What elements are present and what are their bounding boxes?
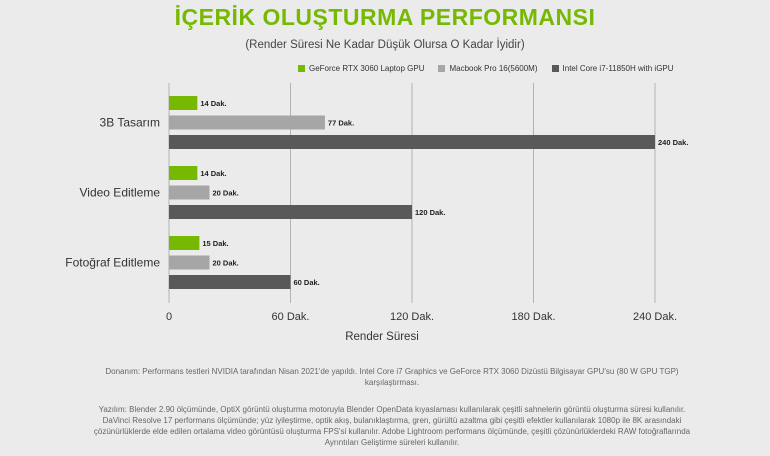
data-label: 15 Dak. — [202, 239, 228, 248]
page-subtitle: (Render Süresi Ne Kadar Düşük Olursa O K… — [245, 39, 525, 51]
bar — [169, 205, 412, 219]
data-label: 77 Dak. — [328, 119, 354, 128]
legend-item-intel: Intel Core i7-11850H with iGPU — [551, 64, 674, 73]
x-tick-label: 60 Dak. — [272, 311, 310, 323]
data-label: 14 Dak. — [200, 169, 226, 178]
x-tick-label: 180 Dak. — [511, 311, 555, 323]
bar — [169, 96, 198, 110]
legend-swatch-green — [298, 65, 305, 72]
bar — [169, 166, 198, 180]
x-tick-label: 0 — [166, 311, 172, 323]
software-note: Yazılım: Blender 2.90 ölçümünde, OptiX g… — [93, 405, 691, 447]
x-tick-label: 120 Dak. — [390, 311, 434, 323]
data-label: 240 Dak. — [658, 138, 688, 147]
data-label: 20 Dak. — [213, 259, 239, 268]
legend-swatch-dark-gray — [551, 65, 559, 72]
data-label: 60 Dak. — [294, 278, 320, 287]
data-label: 120 Dak. — [415, 208, 445, 217]
data-label: 20 Dak. — [213, 189, 239, 198]
legend-item-macbook: Macbook Pro 16(5600M) — [438, 64, 538, 73]
x-tick-label: 240 Dak. — [633, 311, 677, 323]
bar — [169, 135, 655, 149]
legend-swatch-light-gray — [438, 65, 446, 72]
bar — [169, 115, 325, 130]
category-label: 3B Tasarım — [100, 116, 160, 130]
data-label: 14 Dak. — [200, 99, 226, 108]
chart-legend: GeForce RTX 3060 Laptop GPU Macbook Pro … — [298, 64, 674, 73]
legend-label: GeForce RTX 3060 Laptop GPU — [309, 64, 425, 73]
page-title: İÇERİK OLUŞTURMA PERFORMANSI — [174, 4, 596, 30]
legend-label: Macbook Pro 16(5600M) — [449, 64, 538, 73]
bar — [169, 275, 291, 289]
x-axis-label: Render Süresi — [345, 331, 419, 343]
legend-label: Intel Core i7-11850H with iGPU — [562, 64, 674, 73]
category-label: Fotoğraf Editleme — [65, 256, 160, 270]
bar — [169, 236, 200, 250]
category-label: Video Editleme — [80, 186, 161, 200]
bar — [169, 255, 210, 270]
legend-item-rtx3060: GeForce RTX 3060 Laptop GPU — [298, 64, 424, 73]
bar — [169, 185, 210, 200]
hardware-note: Donanım: Performans testleri NVIDIA tara… — [105, 367, 679, 387]
